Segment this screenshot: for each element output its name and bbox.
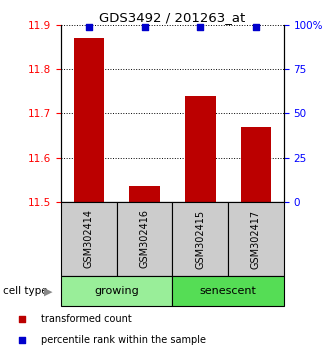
Point bbox=[20, 316, 25, 321]
Text: senescent: senescent bbox=[200, 286, 256, 296]
Text: GSM302417: GSM302417 bbox=[251, 209, 261, 269]
Bar bbox=[228, 202, 284, 276]
Text: percentile rank within the sample: percentile rank within the sample bbox=[41, 335, 206, 345]
Point bbox=[20, 337, 25, 343]
Bar bbox=[173, 276, 284, 306]
Text: transformed count: transformed count bbox=[41, 314, 132, 324]
Bar bbox=[129, 186, 160, 202]
Text: GSM302414: GSM302414 bbox=[84, 210, 94, 268]
Bar bbox=[241, 126, 271, 202]
Text: ▶: ▶ bbox=[44, 286, 52, 296]
Point bbox=[86, 24, 91, 29]
Bar bbox=[117, 202, 173, 276]
Bar bbox=[61, 276, 173, 306]
Point bbox=[142, 24, 147, 29]
Point bbox=[253, 24, 259, 29]
Text: GSM302416: GSM302416 bbox=[140, 210, 149, 268]
Bar bbox=[185, 96, 215, 202]
Point bbox=[198, 24, 203, 29]
Text: GSM302415: GSM302415 bbox=[195, 209, 205, 269]
Text: growing: growing bbox=[94, 286, 139, 296]
Bar bbox=[74, 38, 104, 202]
Title: GDS3492 / 201263_at: GDS3492 / 201263_at bbox=[99, 11, 246, 24]
Bar bbox=[173, 202, 228, 276]
Text: cell type: cell type bbox=[3, 286, 48, 296]
Bar bbox=[61, 202, 117, 276]
